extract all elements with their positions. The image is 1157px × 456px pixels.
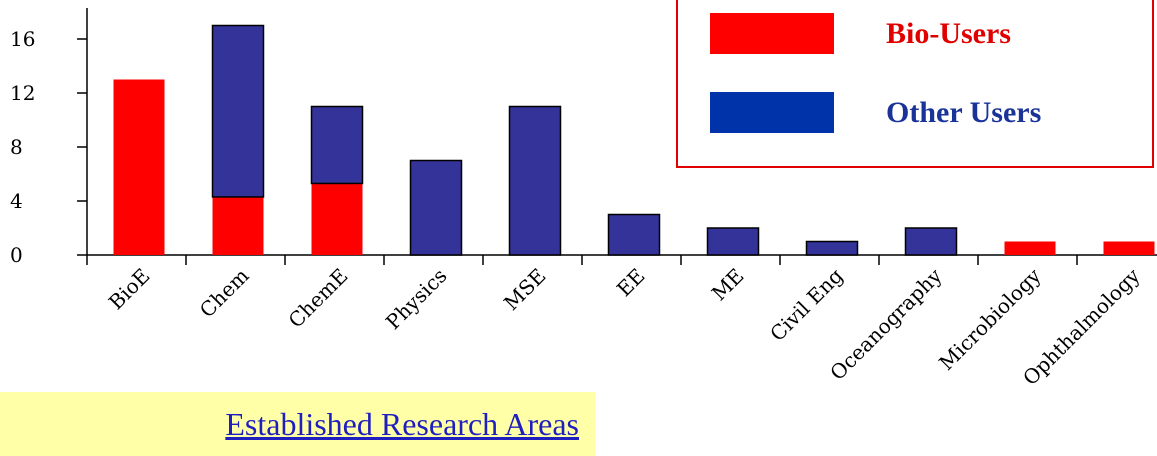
bar-cheme-other-users: [310, 105, 364, 185]
y-tick-label-0: 0: [10, 243, 23, 267]
bar-civil-eng-other-users: [805, 240, 859, 256]
bar-oceanography-other-users: [904, 227, 958, 256]
x-tick-label-physics: Physics: [381, 264, 452, 335]
x-tick-label-bioe: BioE: [104, 264, 155, 315]
established-research-areas-link[interactable]: Established Research Areas: [225, 406, 579, 442]
bar-cheme-bio-users: [311, 183, 363, 255]
bar-me-other-users: [706, 227, 760, 256]
y-tick-label-16: 16: [10, 27, 35, 51]
chart-legend: Bio-Users Other Users: [676, 0, 1154, 168]
bar-ee-other-users: [607, 213, 661, 256]
x-tick-label-ee: EE: [612, 264, 650, 302]
y-tick-label-12: 12: [10, 81, 35, 105]
x-tick-label-microbiology: Microbiology: [934, 263, 1046, 375]
x-tick-label-civil-eng: Civil Eng: [765, 263, 847, 345]
x-tick-label-mse: MSE: [499, 264, 550, 315]
bar-microbiology-bio-users: [1004, 241, 1056, 255]
legend-label-bio-users: Bio-Users: [886, 16, 1011, 50]
bar-physics-other-users: [409, 159, 463, 256]
caption-banner: Established Research Areas: [0, 392, 595, 456]
x-tick-label-me: ME: [707, 264, 749, 306]
bar-chem-bio-users: [212, 196, 264, 255]
bar-bioe-bio-users: [113, 79, 165, 255]
x-tick-label-cheme: ChemE: [284, 264, 353, 333]
legend-label-other-users: Other Users: [886, 95, 1042, 129]
legend-swatch-bio-users: [710, 13, 834, 54]
y-tick-label-8: 8: [10, 135, 23, 159]
legend-swatch-other-users: [710, 92, 834, 133]
legend-item-bio-users: Bio-Users: [710, 13, 1011, 54]
bar-ophthalmology-bio-users: [1103, 241, 1155, 255]
y-tick-label-4: 4: [10, 189, 23, 213]
bar-chem-other-users: [211, 24, 265, 198]
bar-mse-other-users: [508, 105, 562, 256]
legend-item-other-users: Other Users: [710, 92, 1041, 133]
x-tick-label-chem: Chem: [195, 264, 254, 323]
